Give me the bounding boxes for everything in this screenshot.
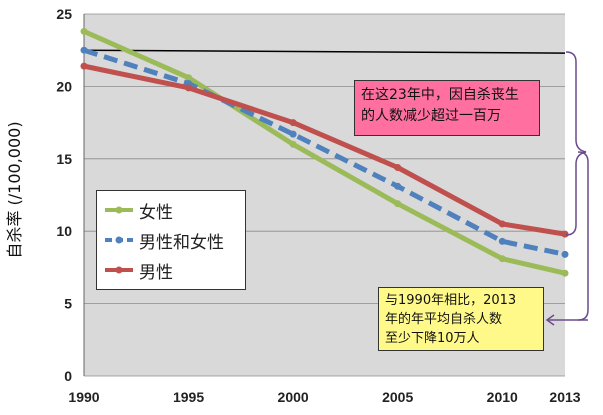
legend-swatch-both — [105, 236, 133, 244]
series-0-point-3 — [394, 200, 402, 208]
series-line-2 — [83, 63, 566, 237]
series-line-0 — [82, 29, 566, 276]
annotation-yellow-line2: 年的年平均自杀人数 — [385, 312, 503, 327]
annotation-brackets — [545, 51, 589, 326]
series-1-point-3 — [394, 182, 402, 190]
x-tick-1990: 1990 — [68, 389, 99, 405]
x-tick-2013: 2013 — [549, 389, 580, 405]
legend-label-both: 男性和女性 — [139, 232, 224, 253]
series-line-1 — [83, 47, 566, 257]
annotation-yellow-line1: 与1990年相比，2013 — [385, 293, 517, 308]
series-1-point-2 — [289, 130, 297, 138]
legend-label-female: 女性 — [139, 202, 173, 223]
series-2-point-3 — [394, 163, 402, 171]
x-tick-1995: 1995 — [173, 389, 204, 405]
series-2-point-4 — [498, 220, 506, 228]
x-tick-2005: 2005 — [382, 389, 413, 405]
bracket-upper — [565, 51, 587, 236]
y-axis-ticks: 0 5 10 15 20 25 — [56, 6, 72, 384]
series-2-point-1 — [185, 84, 193, 92]
x-tick-2010: 2010 — [487, 389, 518, 405]
legend-swatch-male — [105, 266, 133, 274]
legend-item-male: 男性 — [105, 259, 173, 283]
annotation-yellow: 与1990年相比，2013 年的年平均自杀人数 至少下降10万人 — [378, 287, 544, 351]
series-2-point-0 — [80, 62, 88, 70]
annotation-pink-line1: 在这23年中，因自杀丧生 — [361, 87, 519, 103]
y-tick-25: 25 — [56, 6, 72, 22]
series-1-point-4 — [498, 237, 506, 245]
series-1-point-5 — [561, 250, 569, 258]
series-0-point-0 — [80, 27, 88, 35]
bracket-arrow-head — [545, 314, 555, 326]
legend-item-both: 男性和女性 — [105, 229, 224, 253]
x-axis-ticks: 1990 1995 2000 2005 2010 2013 — [68, 389, 580, 405]
y-tick-10: 10 — [56, 223, 72, 239]
legend-item-female: 女性 — [105, 199, 173, 223]
series-2-point-2 — [289, 119, 297, 127]
y-tick-5: 5 — [64, 296, 72, 312]
y-tick-20: 20 — [56, 78, 72, 94]
series-1-point-0 — [80, 46, 88, 54]
x-tick-2000: 2000 — [278, 389, 309, 405]
annotation-pink: 在这23年中，因自杀丧生 的人数减少超过一百万 — [354, 80, 540, 136]
y-tick-15: 15 — [56, 151, 72, 167]
legend: 女性 男性和女性 男性 — [96, 190, 246, 290]
series-2-point-5 — [561, 230, 569, 238]
annotation-pink-line2: 的人数减少超过一百万 — [361, 108, 501, 124]
series-0-point-5 — [561, 269, 569, 277]
y-tick-0: 0 — [64, 368, 72, 384]
series-0-point-1 — [185, 74, 193, 82]
annotation-yellow-line3: 至少下降10万人 — [385, 331, 480, 346]
y-axis-label: 自杀率 (/100,000) — [5, 121, 24, 258]
bracket-lower — [577, 151, 589, 321]
reference-line — [83, 49, 566, 54]
series-0-point-4 — [498, 255, 506, 263]
series-lines — [80, 27, 569, 277]
legend-swatch-female — [105, 206, 133, 214]
series-0-point-2 — [289, 140, 297, 148]
legend-label-male: 男性 — [139, 262, 173, 283]
